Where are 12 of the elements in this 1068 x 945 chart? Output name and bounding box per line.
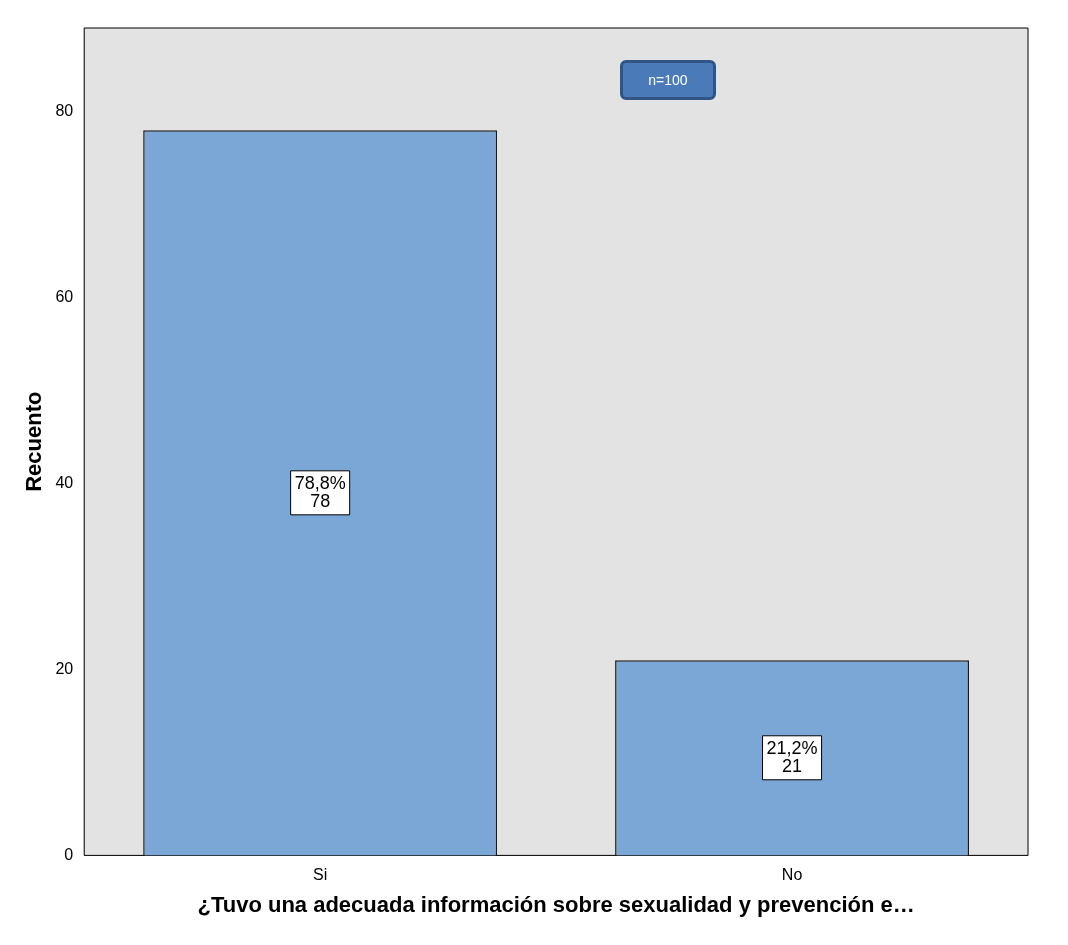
- y-axis-title: Recuento: [21, 391, 47, 492]
- y-tick-label: 80: [55, 102, 74, 120]
- x-tick-label: Si: [313, 866, 328, 884]
- y-tick-label: 0: [64, 845, 74, 863]
- y-tick-label: 20: [55, 659, 74, 677]
- data-label: 78,8% 78: [294, 472, 346, 511]
- y-tick-label: 40: [55, 473, 74, 491]
- x-tick-label: No: [781, 866, 803, 884]
- y-tick-label: 60: [55, 288, 74, 306]
- note-box: n=100: [620, 60, 716, 100]
- x-axis-title: ¿Tuvo una adecuada información sobre sexualidad y prevención e…: [197, 891, 915, 917]
- data-label: 21,2% 21: [766, 737, 818, 776]
